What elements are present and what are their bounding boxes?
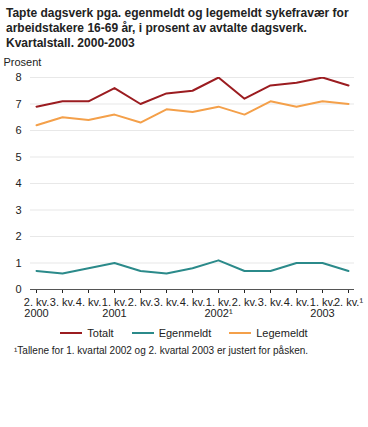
svg-text:2. kv.2000: 2. kv.2000 [24,296,49,319]
svg-text:1: 1 [15,257,21,269]
html-text:Legemeldt: Legemeldt [256,327,308,339]
svg-text:2. kv.¹: 2. kv.¹ [334,296,363,308]
svg-text:3: 3 [15,204,21,216]
svg-text:2. kv.: 2. kv. [128,296,153,308]
svg-text:1. kv.2001: 1. kv.2001 [102,296,127,319]
svg-text:3. kv.: 3. kv. [258,296,283,308]
svg-text:3. kv.: 3. kv. [50,296,75,308]
html-text:¹Tallene for 1. kvartal 2002 o: ¹Tallene for 1. kvartal 2002 og 2. kvart… [14,345,309,356]
svg-text:1. kv.2002¹: 1. kv.2002¹ [204,296,232,319]
html-text:Egenmeldt: Egenmeldt [158,327,212,339]
svg-text:8: 8 [15,71,21,83]
svg-text:4. kv.: 4. kv. [284,296,309,308]
svg-text:3. kv.: 3. kv. [154,296,179,308]
svg-text:6: 6 [15,124,21,136]
html-text:Totalt: Totalt [87,327,114,339]
svg-text:4. kv.: 4. kv. [76,296,101,308]
svg-text:Prosent: Prosent [4,56,42,68]
svg-text:2. kv.: 2. kv. [232,296,257,308]
svg-text:4: 4 [15,177,21,189]
svg-text:2: 2 [15,230,21,242]
html-text:Tapte dagsverk pga. egenmeldt: Tapte dagsverk pga. egenmeldt og legemel… [6,6,349,50]
svg-text:5: 5 [15,151,21,163]
svg-text:7: 7 [15,98,21,110]
svg-text:1. kv.2003: 1. kv.2003 [310,296,335,319]
svg-text:4. kv.: 4. kv. [180,296,205,308]
svg-text:0: 0 [15,283,21,295]
